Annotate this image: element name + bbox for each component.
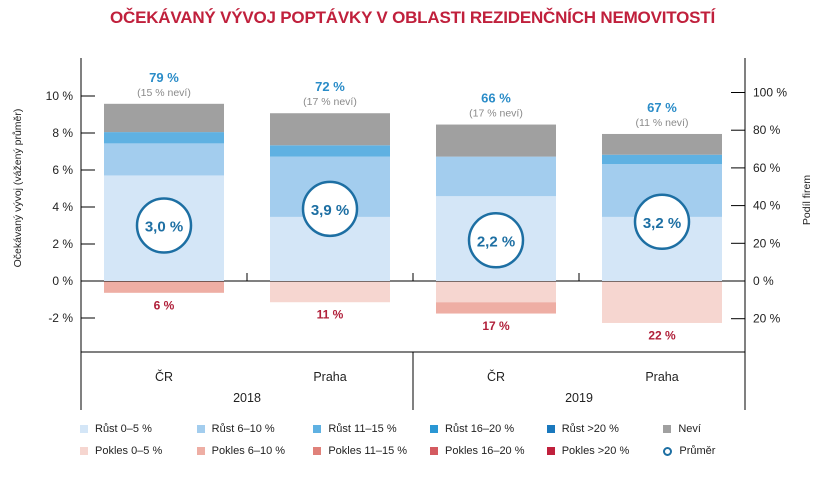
bar-segment-růst-6-10- bbox=[436, 156, 556, 197]
legend-label: Růst 6–10 % bbox=[211, 423, 275, 435]
average-marker bbox=[633, 193, 691, 251]
right-tick-label: 60 % bbox=[753, 161, 781, 175]
legend: Růst 0–5 % Růst 6–10 % Růst 11–15 % Růst 16… bbox=[80, 418, 780, 462]
bar-segment-decline bbox=[104, 281, 224, 293]
legend-row-growth: Růst 0–5 % Růst 6–10 % Růst 11–15 % Růst 16… bbox=[80, 418, 780, 440]
category-label: Praha bbox=[313, 370, 346, 384]
left-tick-label: 8 % bbox=[52, 126, 73, 140]
average-marker bbox=[301, 180, 359, 238]
average-marker bbox=[467, 212, 525, 269]
decline-share-label: 17 % bbox=[482, 319, 510, 333]
left-axis-title: Očekávaný vývoj (vážený průměr) bbox=[12, 109, 24, 268]
bar-segment-růst-11-15- bbox=[270, 145, 390, 157]
left-tick-label: 2 % bbox=[52, 237, 73, 251]
growth-share-label: 67 % bbox=[647, 100, 677, 115]
legend-swatch bbox=[80, 425, 88, 433]
average-marker bbox=[135, 197, 193, 254]
average-ring-icon bbox=[663, 446, 673, 456]
bar-segment-růst-11-15- bbox=[602, 154, 722, 165]
right-tick-label: 20 % bbox=[753, 236, 781, 250]
legend-swatch bbox=[663, 425, 672, 433]
right-tick-label: 80 % bbox=[753, 123, 781, 137]
legend-swatch bbox=[313, 425, 322, 433]
chart-title: OČEKÁVANÝ VÝVOJ POPTÁVKY V OBLASTI REZID… bbox=[109, 8, 715, 27]
legend-swatch bbox=[80, 447, 88, 455]
legend-swatch bbox=[313, 447, 322, 455]
legend-swatch bbox=[546, 425, 555, 433]
decline-share-label: 11 % bbox=[317, 308, 344, 322]
average-label: 3,2 % bbox=[643, 215, 681, 232]
bar-segment-neví bbox=[602, 133, 722, 155]
bar-segment-růst-6-10- bbox=[104, 143, 224, 176]
bar-segment-neví bbox=[270, 113, 390, 146]
legend-label: Pokles >20 % bbox=[561, 445, 630, 457]
left-tick-label: -2 % bbox=[48, 311, 73, 325]
growth-share-label: 72 % bbox=[315, 79, 345, 94]
right-tick-label: 0 % bbox=[753, 274, 774, 288]
legend-swatch bbox=[430, 447, 439, 455]
legend-label: Růst 0–5 % bbox=[95, 423, 152, 435]
legend-item: Pokles 0–5 % bbox=[80, 445, 197, 457]
legend-item: Růst >20 % bbox=[546, 423, 664, 435]
category-label: ČR bbox=[487, 369, 505, 384]
legend-label: Růst 11–15 % bbox=[328, 423, 397, 435]
average-label: 3,9 % bbox=[311, 202, 349, 219]
bar-segment-decline bbox=[602, 281, 722, 323]
group-label: 2019 bbox=[565, 391, 593, 405]
left-tick-label: 10 % bbox=[46, 89, 74, 103]
legend-label: Neví bbox=[678, 423, 701, 435]
bar-segment-decline bbox=[270, 281, 390, 303]
legend-label: Pokles 16–20 % bbox=[445, 445, 525, 457]
bar-segment-decline bbox=[436, 281, 556, 303]
legend-swatch bbox=[196, 447, 205, 455]
left-tick-label: 4 % bbox=[52, 200, 73, 214]
legend-label: Pokles 0–5 % bbox=[95, 445, 163, 457]
legend-item: Růst 16–20 % bbox=[430, 423, 547, 435]
right-tick-label: 40 % bbox=[753, 199, 781, 213]
category-label: Praha bbox=[645, 370, 678, 384]
unknown-share-label: (17 % neví) bbox=[469, 108, 523, 120]
legend-row-decline: Pokles 0–5 % Pokles 6–10 % Pokles 11–15 % P… bbox=[80, 440, 780, 462]
right-tick-label: 100 % bbox=[753, 86, 787, 100]
legend-label: Růst >20 % bbox=[561, 423, 619, 435]
growth-share-label: 66 % bbox=[481, 91, 511, 106]
decline-share-label: 6 % bbox=[154, 298, 175, 312]
decline-share-label: 22 % bbox=[648, 328, 676, 342]
legend-item: Pokles 11–15 % bbox=[313, 445, 430, 457]
legend-item: Růst 11–15 % bbox=[313, 423, 430, 435]
legend-label: Pokles 11–15 % bbox=[328, 445, 408, 457]
category-label: ČR bbox=[155, 369, 173, 384]
right-tick-label: 20 % bbox=[753, 312, 781, 326]
legend-label: Pokles 6–10 % bbox=[211, 445, 286, 457]
bar-segment-neví bbox=[436, 124, 556, 157]
unknown-share-label: (11 % neví) bbox=[636, 117, 689, 129]
legend-item: Růst 0–5 % bbox=[80, 423, 197, 435]
group-label: 2018 bbox=[233, 391, 261, 405]
legend-item: Neví bbox=[663, 423, 780, 435]
legend-swatch bbox=[196, 425, 205, 433]
bar-segment-růst-11-15- bbox=[104, 132, 224, 144]
average-label: 2,2 % bbox=[477, 233, 515, 250]
bar-segment-neví bbox=[104, 103, 224, 133]
bar-segment-decline bbox=[436, 302, 556, 314]
left-tick-label: 0 % bbox=[52, 274, 73, 288]
legend-item: Pokles 6–10 % bbox=[196, 445, 314, 457]
growth-share-label: 79 % bbox=[149, 70, 179, 85]
left-tick-label: 6 % bbox=[52, 163, 73, 177]
legend-label: Průměr bbox=[679, 445, 716, 457]
legend-item: Průměr bbox=[663, 445, 780, 457]
legend-item: Pokles >20 % bbox=[546, 445, 664, 457]
legend-swatch bbox=[430, 425, 439, 433]
right-axis-title: Podíl firem bbox=[801, 175, 813, 225]
unknown-share-label: (17 % neví) bbox=[303, 96, 357, 108]
legend-swatch bbox=[546, 447, 555, 455]
legend-label: Růst 16–20 % bbox=[445, 423, 515, 435]
legend-item: Růst 6–10 % bbox=[196, 423, 314, 435]
legend-item: Pokles 16–20 % bbox=[430, 445, 547, 457]
average-label: 3,0 % bbox=[145, 219, 183, 236]
unknown-share-label: (15 % neví) bbox=[137, 87, 191, 99]
